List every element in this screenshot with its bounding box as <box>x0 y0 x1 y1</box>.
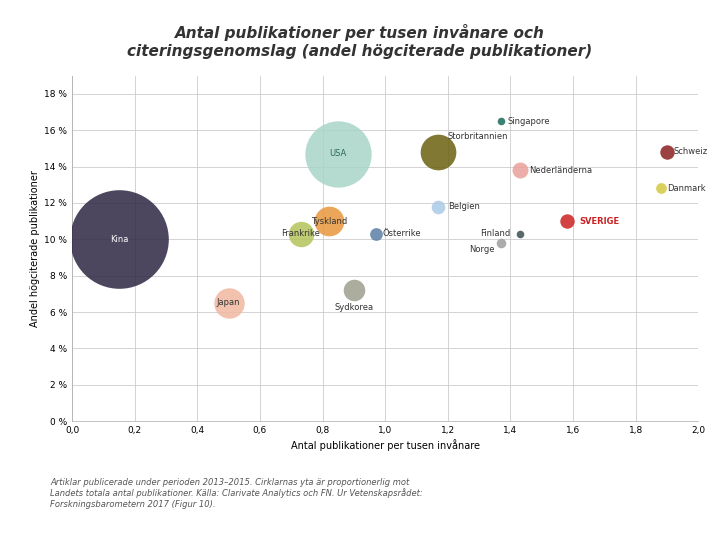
Text: Frankrike: Frankrike <box>282 230 320 238</box>
Text: Finland: Finland <box>480 230 510 238</box>
Text: Singapore: Singapore <box>508 117 550 126</box>
Y-axis label: Andel högciterade publikationer: Andel högciterade publikationer <box>30 170 40 327</box>
Text: Kina: Kina <box>109 235 128 244</box>
Point <box>495 117 507 125</box>
Point <box>348 286 360 294</box>
Point <box>514 230 526 238</box>
Text: Sydkorea: Sydkorea <box>334 303 374 312</box>
X-axis label: Antal publikationer per tusen invånare: Antal publikationer per tusen invånare <box>291 439 480 451</box>
Point <box>295 230 307 238</box>
Text: Belgien: Belgien <box>448 202 480 211</box>
Point <box>514 166 526 174</box>
Text: Artiklar publicerade under perioden 2013–2015. Cirklarnas yta är proportionerlig: Artiklar publicerade under perioden 2013… <box>50 478 423 509</box>
Point <box>323 217 335 225</box>
Text: USA: USA <box>330 150 347 158</box>
Text: Tyskland: Tyskland <box>311 217 347 226</box>
Point <box>433 202 444 211</box>
Text: Nederländerna: Nederländerna <box>529 166 593 174</box>
Text: SVERIGE: SVERIGE <box>580 217 619 226</box>
Point <box>655 184 667 193</box>
Text: Storbritannien: Storbritannien <box>448 132 508 141</box>
Text: Norge: Norge <box>469 245 495 254</box>
Text: Antal publikationer per tusen invånare och
citeringsgenomslag (andel högciterade: Antal publikationer per tusen invånare o… <box>127 24 593 59</box>
Point <box>113 235 125 244</box>
Point <box>433 147 444 156</box>
Point <box>223 299 235 307</box>
Point <box>495 239 507 247</box>
Point <box>561 217 572 225</box>
Text: Schweiz: Schweiz <box>673 147 708 157</box>
Point <box>370 230 382 238</box>
Text: Japan: Japan <box>217 299 240 307</box>
Text: Österrike: Österrike <box>382 230 420 238</box>
Point <box>661 147 672 156</box>
Text: Danmark: Danmark <box>667 184 706 193</box>
Point <box>333 150 344 158</box>
